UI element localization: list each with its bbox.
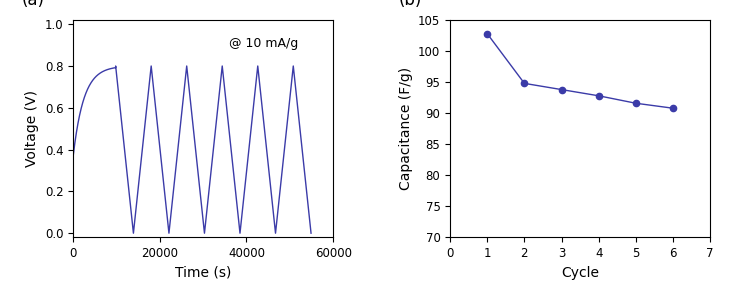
Y-axis label: Capacitance (F/g): Capacitance (F/g) (399, 67, 413, 190)
Text: (b): (b) (399, 0, 422, 9)
X-axis label: Cycle: Cycle (561, 266, 599, 280)
Y-axis label: Voltage (V): Voltage (V) (26, 90, 40, 167)
X-axis label: Time (s): Time (s) (175, 266, 231, 280)
Text: (a): (a) (22, 0, 45, 9)
Text: @ 10 mA/g: @ 10 mA/g (229, 37, 299, 50)
